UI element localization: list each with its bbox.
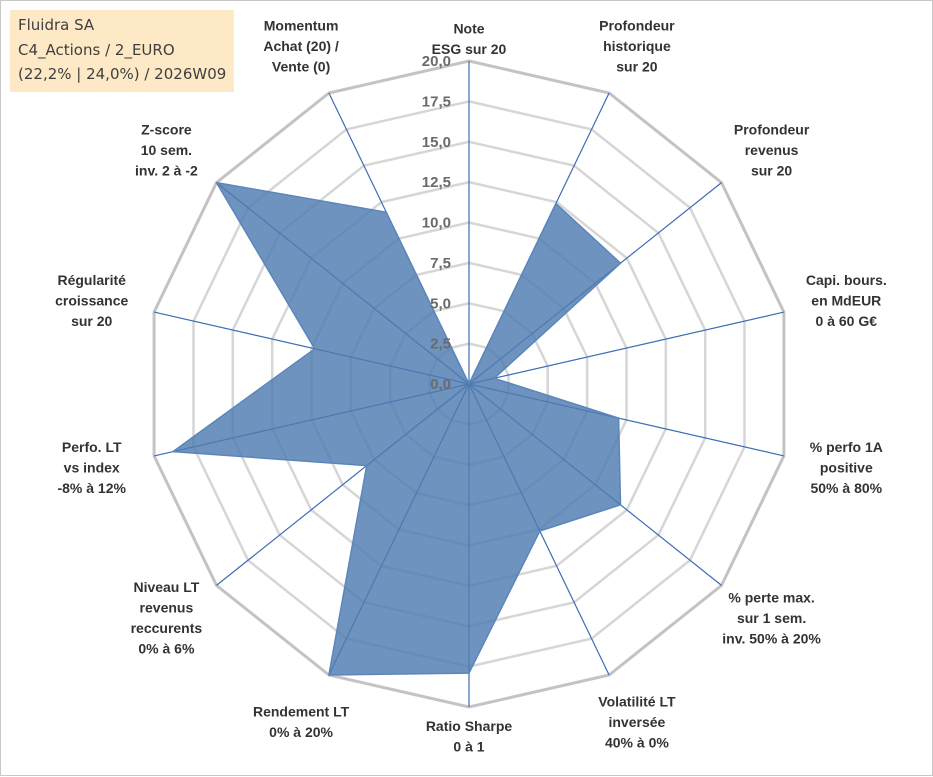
category-label-7-line-0: Ratio Sharpe	[426, 718, 513, 734]
company-name: Fluidra SA	[18, 16, 95, 34]
category-label-11: Régularité croissance sur 20	[55, 272, 128, 329]
category-label-0: Note ESG sur 20	[432, 21, 507, 58]
data-point-12	[215, 181, 218, 184]
tick-label-3: 7,5	[430, 255, 451, 272]
stats-week-label: (22,2% | 24,0%) / 2026W09	[18, 65, 227, 83]
data-point-8	[328, 674, 330, 676]
tick-label-6: 15,0	[422, 134, 451, 151]
category-label-5-line-1: sur 1 sem.	[737, 610, 806, 626]
category-label-13: Momentum Achat (20) / Vente (0)	[263, 18, 339, 75]
category-label-4-line-2: 50% à 80%	[810, 480, 882, 496]
category-label-0-line-1: ESG sur 20	[432, 41, 507, 57]
category-label-1: Profondeur historique sur 20	[599, 18, 675, 75]
category-label-1-line-0: Profondeur	[599, 18, 675, 34]
category-label-6: Volatilité LT inversée 40% à 0%	[598, 693, 676, 750]
category-label-6-line-2: 40% à 0%	[605, 734, 669, 750]
category-label-10-line-1: vs index	[64, 459, 120, 475]
tick-label-0: 0,0	[430, 376, 451, 393]
category-label-10-line-2: -8% à 12%	[57, 480, 126, 496]
category-label-9-line-2: reccurents	[131, 620, 203, 636]
category-label-12-line-2: inv. 2 à -2	[135, 163, 198, 179]
data-point-2	[619, 262, 622, 265]
category-label-12: Z-score 10 sem. inv. 2 à -2	[135, 122, 198, 179]
data-point-10	[172, 450, 174, 453]
category-label-2-line-1: revenus	[745, 142, 799, 158]
data-point-11	[313, 348, 316, 350]
category-label-5: % perte max. sur 1 sem. inv. 50% à 20%	[722, 589, 821, 646]
category-label-4-line-0: % perfo 1A	[810, 439, 883, 455]
tick-label-8: 20,0	[422, 53, 451, 70]
category-label-9-line-1: revenus	[140, 600, 194, 616]
category-label-6-line-0: Volatilité LT	[598, 693, 676, 709]
category-label-12-line-0: Z-score	[141, 122, 192, 138]
category-label-8: Rendement LT 0% à 20%	[253, 704, 350, 741]
data-point-3	[493, 377, 496, 380]
category-label-3-line-2: 0 à 60 G€	[816, 313, 878, 329]
category-label-8-line-0: Rendement LT	[253, 704, 350, 720]
data-point-0	[468, 383, 470, 385]
category-label-7: Ratio Sharpe 0 à 1	[426, 718, 513, 755]
radar-series	[172, 181, 622, 676]
category-label-13-line-2: Vente (0)	[272, 59, 330, 75]
category-label-0-line-0: Note	[453, 21, 484, 37]
category-label-7-line-1: 0 à 1	[453, 739, 484, 755]
category-label-2-line-2: sur 20	[751, 163, 792, 179]
tick-label-2: 5,0	[430, 295, 451, 312]
category-label-10-line-0: Perfo. LT	[62, 439, 122, 455]
category-label-12-line-1: 10 sem.	[141, 142, 192, 158]
category-label-11-line-2: sur 20	[71, 313, 112, 329]
data-point-1	[555, 202, 557, 205]
data-point-13	[385, 211, 388, 214]
series-area-0	[172, 181, 622, 676]
data-point-6	[539, 530, 541, 532]
category-label-3: Capi. bours. en MdEUR 0 à 60 G€	[806, 272, 887, 329]
tick-label-5: 12,5	[422, 174, 451, 191]
category-label-3-line-1: en MdEUR	[811, 293, 881, 309]
category-label-4: % perfo 1A positive 50% à 80%	[810, 439, 883, 496]
category-label-9: Niveau LT revenus reccurents 0% à 6%	[131, 579, 203, 657]
tick-label-1: 2,5	[430, 336, 451, 353]
tick-label-7: 17,5	[422, 93, 451, 110]
category-label-13-line-0: Momentum	[264, 18, 339, 34]
radial-tick-labels: 0,0 2,5 5,0 7,5 10,0 12,5 15,0 17,5 20,0	[422, 53, 451, 393]
category-label-2: Profondeur revenus sur 20	[734, 122, 810, 179]
category-label-11-line-0: Régularité	[57, 272, 126, 288]
category-label-3-line-0: Capi. bours.	[806, 272, 887, 288]
data-point-7	[468, 672, 470, 674]
category-label-6-line-1: inversée	[608, 714, 665, 730]
category-labels: Note ESG sur 20 Profondeur historique sur 20…	[55, 18, 887, 755]
category-label-10: Perfo. LT vs index -8% à 12%	[57, 439, 126, 496]
data-point-4	[617, 417, 620, 419]
data-point-5	[619, 504, 622, 506]
tick-label-4: 10,0	[422, 215, 451, 232]
category-label-9-line-3: 0% à 6%	[138, 641, 195, 657]
category-label-2-line-0: Profondeur	[734, 122, 810, 138]
category-label-13-line-1: Achat (20) /	[263, 38, 339, 54]
category-label-5-line-0: % perte max.	[728, 589, 814, 605]
category-label-5-line-2: inv. 50% à 20%	[722, 630, 821, 646]
portfolio-label: C4_Actions / 2_EURO	[18, 40, 175, 59]
category-label-1-line-1: historique	[603, 38, 671, 54]
category-label-4-line-1: positive	[820, 459, 873, 475]
category-label-8-line-1: 0% à 20%	[269, 724, 333, 740]
spoke-3	[468, 311, 785, 385]
category-label-11-line-1: croissance	[55, 293, 128, 309]
category-label-1-line-2: sur 20	[616, 59, 657, 75]
data-point-9	[365, 464, 368, 467]
category-label-9-line-0: Niveau LT	[133, 579, 199, 595]
info-box: Fluidra SA C4_Actions / 2_EURO (22,2% | …	[10, 10, 234, 92]
